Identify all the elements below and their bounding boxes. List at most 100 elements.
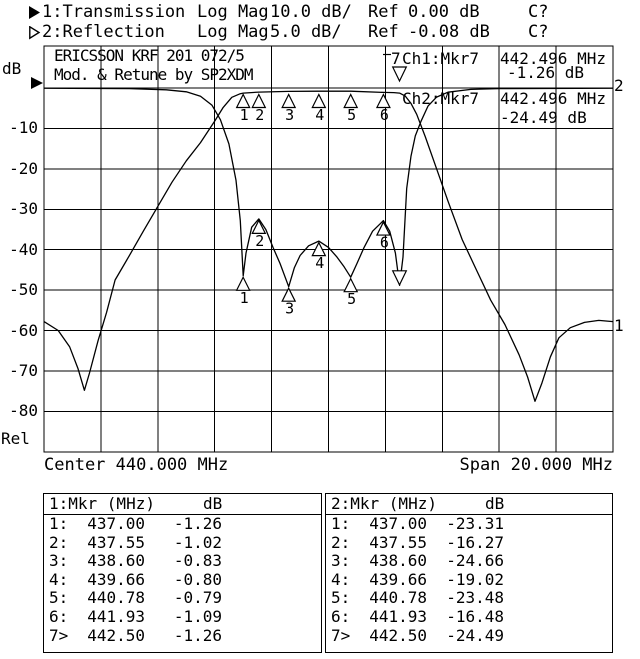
marker-table-row-freq: 442.50 bbox=[87, 625, 145, 645]
marker-table-row: 2: 437.55 -16.27 bbox=[326, 532, 612, 553]
ch1-marker-annotation-label: Ch1:Mkr7 bbox=[402, 49, 480, 68]
marker-table-row-id: 2: bbox=[331, 532, 351, 552]
marker-table-row: 3: 438.60 -24.66 bbox=[326, 552, 612, 571]
ch2-marker-triangle-icon bbox=[235, 275, 251, 291]
channel-2-label: 2:Reflection bbox=[42, 22, 165, 42]
marker-table-row-freq: 437.55 bbox=[87, 532, 145, 552]
channel-1-active-arrow-icon bbox=[29, 6, 40, 19]
ch1-table-title: 1:Mkr (MHz) bbox=[49, 494, 155, 513]
ch1-marker-table-rows: 1: 437.00 -1.26 2: 437.55 -1.02 3: 438.60 -0.83 4… bbox=[44, 514, 321, 646]
ch2-marker-triangle-icon bbox=[281, 286, 297, 302]
ch1-marker-triangle-icon bbox=[235, 93, 251, 109]
ch1-marker-number: 6 bbox=[380, 106, 389, 124]
ch1-marker-annotation-freq: 442.496 MHz bbox=[500, 49, 606, 68]
trace-2-identifier-label: 2 bbox=[614, 76, 624, 95]
marker-table-row-db: -0.80 bbox=[173, 569, 222, 589]
marker-table-row-freq: 437.00 bbox=[369, 514, 427, 533]
channel-1-ref-value: 0.00 dB bbox=[408, 2, 480, 22]
y-axis-tick-label: -10 bbox=[9, 118, 38, 138]
y-axis-tick-label: -30 bbox=[9, 199, 38, 219]
ch2-marker-number: 5 bbox=[347, 290, 356, 308]
marker-table-row-db: -1.26 bbox=[173, 514, 222, 533]
marker-table-row-id: 6: bbox=[331, 606, 351, 626]
marker-table-row-id: 7> bbox=[49, 625, 69, 645]
graticule-grid-lines bbox=[44, 46, 613, 452]
trace-1-identifier-label: 1 bbox=[614, 316, 624, 335]
marker-table-row-db: -1.09 bbox=[173, 606, 222, 626]
ch1-marker-triangle-icon bbox=[251, 93, 267, 109]
channel-2-status-flag: C? bbox=[528, 22, 549, 42]
ch1-marker-number: 3 bbox=[285, 106, 294, 124]
ch2-active-marker-icon bbox=[391, 270, 408, 287]
marker-table-row: 7> 442.50 -1.26 bbox=[44, 625, 321, 646]
ch1-active-marker-icon bbox=[391, 66, 408, 83]
marker-table-row-id: 6: bbox=[49, 606, 69, 626]
marker-table-row: 7> 442.50 -24.49 bbox=[326, 625, 612, 646]
ch1-marker-triangle-icon bbox=[281, 93, 297, 109]
marker-table-row: 1: 437.00 -1.26 bbox=[44, 514, 321, 534]
marker-table-row-db: -24.66 bbox=[446, 551, 504, 571]
ch2-marker-table-rows: 1: 437.00 -23.31 2: 437.55 -16.27 3: 438.60 -24.… bbox=[326, 514, 612, 646]
device-title-line1: ERICSSON KRF 201 072/5 bbox=[54, 46, 245, 65]
marker7-digit-label: 7 bbox=[391, 49, 401, 68]
marker-table-row-id: 5: bbox=[331, 588, 351, 608]
ch1-marker-number: 5 bbox=[347, 106, 356, 124]
marker-table-row-id: 4: bbox=[331, 569, 351, 589]
ch2-marker-number: 3 bbox=[285, 300, 294, 318]
y-axis-tick-label: -80 bbox=[9, 401, 38, 421]
rel-label: Rel bbox=[1, 429, 30, 448]
ch1-marker-triangle-icon bbox=[375, 93, 391, 109]
ch1-marker-triangle-icon bbox=[343, 93, 359, 109]
channel-2-ref-label: Ref bbox=[368, 22, 399, 42]
ch2-marker-number: 1 bbox=[240, 289, 249, 307]
channel-2-scale: 5.0 dB/ bbox=[270, 22, 342, 42]
marker-table-row-db: -16.27 bbox=[446, 532, 504, 552]
ch2-table-title: 2:Mkr (MHz) bbox=[331, 494, 437, 513]
marker-table-row-freq: 438.60 bbox=[369, 551, 427, 571]
marker-table-row-db: -24.49 bbox=[446, 625, 504, 645]
ch2-marker-number: 4 bbox=[315, 254, 324, 272]
marker-table-row-db: -16.48 bbox=[446, 606, 504, 626]
marker-table-row-id: 7> bbox=[331, 625, 351, 645]
marker-table-row-freq: 441.93 bbox=[87, 606, 145, 626]
marker-table-row: 6: 441.93 -1.09 bbox=[44, 606, 321, 627]
marker-table-row-freq: 439.66 bbox=[369, 569, 427, 589]
ref-level-arrow-icon bbox=[31, 77, 43, 89]
marker-table-row-id: 2: bbox=[49, 532, 69, 552]
channel-1-format: Log Mag bbox=[197, 2, 269, 22]
marker-table-row-freq: 440.78 bbox=[369, 588, 427, 608]
marker-table-row-db: -23.31 bbox=[446, 514, 504, 533]
x-axis-span-label: Span 20.000 MHz bbox=[459, 455, 613, 475]
ch1-marker-triangle-icon bbox=[311, 93, 327, 109]
marker-table-row: 4: 439.66 -19.02 bbox=[326, 569, 612, 590]
y-axis-tick-label: -70 bbox=[9, 360, 38, 380]
marker-table-row: 4: 439.66 -0.80 bbox=[44, 569, 321, 590]
marker-table-row: 6: 441.93 -16.48 bbox=[326, 606, 612, 627]
marker-table-row-freq: 437.55 bbox=[369, 532, 427, 552]
marker-table-row-id: 3: bbox=[49, 551, 69, 571]
marker-table-row-freq: 437.00 bbox=[87, 514, 145, 533]
ch2-marker-number: 6 bbox=[380, 234, 389, 252]
y-axis-tick-label: -60 bbox=[9, 320, 38, 340]
y-axis-tick-label: -50 bbox=[9, 280, 38, 300]
marker-table-row-id: 1: bbox=[331, 514, 351, 533]
marker-table-row-db: -23.48 bbox=[446, 588, 504, 608]
device-title-line2: Mod. & Retune by SP2XDM bbox=[54, 65, 254, 84]
y-axis-tick-label: -40 bbox=[9, 239, 38, 259]
marker-table-row: 1: 437.00 -23.31 bbox=[326, 514, 612, 534]
marker-table-row-db: -19.02 bbox=[446, 569, 504, 589]
channel-1-scale: 10.0 dB/ bbox=[270, 2, 352, 22]
marker-table-row-freq: 439.66 bbox=[87, 569, 145, 589]
channel-1-ref-label: Ref bbox=[368, 2, 399, 22]
channel-1-label: 1:Transmission bbox=[42, 2, 186, 22]
channel-2-ref-value: -0.08 dB bbox=[408, 22, 490, 42]
ch1-marker-table-header: 1:Mkr (MHz) dB bbox=[44, 494, 321, 515]
ch2-table-db-column-header: dB bbox=[485, 494, 505, 513]
y-axis-tick-label: -20 bbox=[9, 158, 38, 178]
channel-1-status-flag: C? bbox=[528, 2, 549, 22]
marker-table-row-db: -1.02 bbox=[173, 532, 222, 552]
marker-table-row-id: 5: bbox=[49, 588, 69, 608]
marker-table-row-db: -1.26 bbox=[173, 625, 222, 645]
reflection-trace bbox=[43, 87, 614, 288]
